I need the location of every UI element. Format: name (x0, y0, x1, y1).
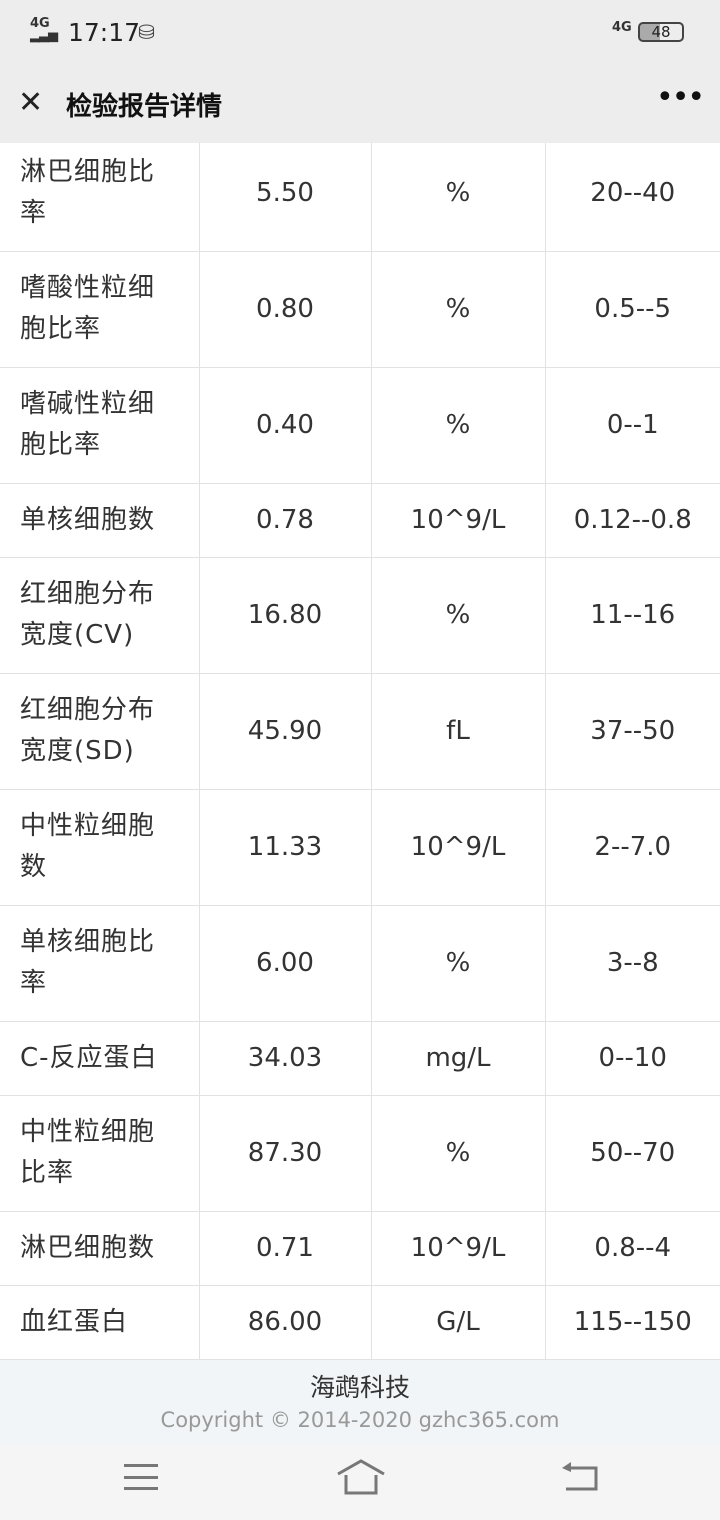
table-row: 单核细胞数 0.78 10^9/L 0.12--0.8 (0, 483, 720, 558)
item-name: 嗜酸性粒细胞比率 (0, 251, 200, 368)
table-row: 嗜碱性粒细胞比率 0.40% 0--1 (0, 367, 720, 484)
back-icon[interactable] (560, 1462, 600, 1494)
table-row: 嗜酸性粒细胞比率 0.80% 0.5--5 (0, 251, 720, 368)
item-range: 3--8 (545, 905, 720, 1022)
item-range: 11--16 (545, 557, 720, 674)
item-unit: % (371, 905, 546, 1022)
home-icon[interactable] (336, 1458, 386, 1498)
item-unit: 10^9/L (371, 1211, 546, 1286)
table-row: 红细胞分布宽度(CV) 16.80% 11--16 (0, 557, 720, 674)
item-name: 淋巴细胞比率 (0, 143, 200, 252)
item-value: 87.30 (199, 1095, 372, 1212)
item-name: 嗜碱性粒细胞比率 (0, 367, 200, 484)
item-unit: 10^9/L (371, 483, 546, 558)
item-range: 115--150 (545, 1285, 720, 1359)
item-range: 20--40 (545, 143, 720, 252)
item-name: C-反应蛋白 (0, 1021, 200, 1096)
company-name: 海鹉科技 (309, 1373, 410, 1402)
battery-icon: 48 (638, 22, 684, 42)
item-unit: % (371, 251, 546, 368)
signal-icon: 4G ▂▃▅ (30, 16, 58, 43)
table-row: 中性粒细胞数 11.33 10^9/L 2--7.0 (0, 789, 720, 906)
item-range: 0.8--4 (545, 1211, 720, 1286)
network-right: 4G (612, 20, 632, 35)
item-value: 86.00 (199, 1285, 372, 1359)
item-value: 34.03 (199, 1021, 372, 1096)
clock: 17:17 (68, 18, 141, 47)
item-range: 37--50 (545, 673, 720, 790)
item-name: 血红蛋白 (0, 1285, 200, 1359)
item-name: 单核细胞比率 (0, 905, 200, 1022)
item-value: 0.78 (199, 483, 372, 558)
table-row: 红细胞分布宽度(SD) 45.90 fL 37--50 (0, 673, 720, 790)
table-row: 淋巴细胞比率 5.50% 20--40 (0, 143, 720, 252)
item-name: 中性粒细胞比率 (0, 1095, 200, 1212)
footer: 海鹉科技 Copyright © 2014-2020 gzhc365.com (0, 1359, 720, 1444)
table-row: 血红蛋白 86.00 G/L 115--150 (0, 1285, 720, 1359)
report-table-scroll[interactable]: 淋巴细胞比率 5.50% 20--40 嗜酸性粒细胞比率 0.80% 0.5--5 嗜碱性粒… (0, 143, 720, 1359)
item-range: 0.12--0.8 (545, 483, 720, 558)
item-range: 2--7.0 (545, 789, 720, 906)
item-range: 50--70 (545, 1095, 720, 1212)
close-icon[interactable]: ✕ (18, 85, 44, 120)
menu-icon[interactable] (124, 1464, 158, 1490)
item-unit: % (371, 143, 546, 252)
item-unit: 10^9/L (371, 789, 546, 906)
item-value: 0.40 (199, 367, 372, 484)
item-name: 中性粒细胞数 (0, 789, 200, 906)
item-range: 0.5--5 (545, 251, 720, 368)
item-unit: % (371, 1095, 546, 1212)
table-row: C-反应蛋白 34.03 mg/L 0--10 (0, 1021, 720, 1096)
item-range: 0--10 (545, 1021, 720, 1096)
item-value: 11.33 (199, 789, 372, 906)
table-row: 单核细胞比率 6.00% 3--8 (0, 905, 720, 1022)
item-name: 红细胞分布宽度(SD) (0, 673, 200, 790)
item-name: 单核细胞数 (0, 483, 200, 558)
more-icon[interactable]: ••• (656, 80, 705, 115)
item-range: 0--1 (545, 367, 720, 484)
item-name: 淋巴细胞数 (0, 1211, 200, 1286)
page-title: 检验报告详情 (66, 92, 223, 122)
item-name: 红细胞分布宽度(CV) (0, 557, 200, 674)
system-nav-bar (0, 1444, 720, 1520)
item-unit: mg/L (371, 1021, 546, 1096)
item-value: 5.50 (199, 143, 372, 252)
item-value: 0.71 (199, 1211, 372, 1286)
item-value: 6.00 (199, 905, 372, 1022)
title-bar: ✕ 检验报告详情 ••• (0, 68, 720, 143)
item-unit: % (371, 557, 546, 674)
item-unit: % (371, 367, 546, 484)
item-unit: fL (371, 673, 546, 790)
copyright: Copyright © 2014-2020 gzhc365.com (160, 1408, 560, 1432)
item-value: 0.80 (199, 251, 372, 368)
item-value: 45.90 (199, 673, 372, 790)
storage-warning-icon: ⛁ (138, 20, 155, 44)
item-unit: G/L (371, 1285, 546, 1359)
table-row: 淋巴细胞数 0.71 10^9/L 0.8--4 (0, 1211, 720, 1286)
report-table: 淋巴细胞比率 5.50% 20--40 嗜酸性粒细胞比率 0.80% 0.5--5 嗜碱性粒… (0, 143, 720, 1359)
item-value: 16.80 (199, 557, 372, 674)
status-bar: 4G ▂▃▅ 17:17 ⛁ 4G 48 (0, 0, 720, 68)
table-row: 中性粒细胞比率 87.30% 50--70 (0, 1095, 720, 1212)
